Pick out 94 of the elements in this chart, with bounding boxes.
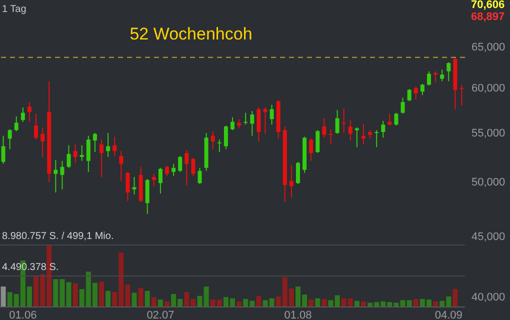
y-tick-label: 55,000 (472, 127, 506, 140)
x-tick-label: 01.08 (284, 310, 312, 320)
bar (328, 300, 334, 307)
y-tick-label: 60,000 (472, 82, 506, 95)
bar (66, 282, 72, 307)
candlestick (20, 106, 25, 122)
candlestick (335, 110, 340, 134)
y-tick-label: 40,000 (472, 292, 506, 304)
candlestick (1, 135, 6, 164)
candlestick (145, 178, 150, 214)
bar (334, 295, 340, 307)
candlestick (446, 62, 451, 82)
candlestick (296, 161, 300, 185)
candlestick (165, 165, 170, 176)
bar (99, 282, 104, 307)
candlestick (420, 83, 424, 96)
candlestick (158, 167, 162, 194)
candlestick (374, 130, 379, 148)
candlestick (256, 106, 261, 142)
candlestick (132, 176, 136, 196)
candlestick (60, 160, 64, 190)
candlestick (224, 125, 228, 150)
y-tick-label: 50,000 (472, 176, 506, 189)
x-tick-label: 04.09 (434, 310, 462, 320)
candlestick (172, 163, 176, 176)
candlestick (394, 112, 398, 126)
candlestick (309, 138, 314, 162)
candlestick (73, 144, 78, 164)
candlestick (152, 173, 156, 187)
candlestick (400, 97, 405, 114)
candlestick (112, 136, 117, 156)
candlestick (80, 144, 84, 162)
candlestick (263, 106, 268, 134)
candlestick (119, 150, 124, 182)
bar (452, 289, 458, 307)
bar (315, 298, 320, 307)
chart-subtitle: 1 Tag (2, 4, 26, 15)
bar (132, 292, 137, 307)
candlestick (191, 157, 196, 176)
bar (151, 297, 156, 307)
ref-line-label: 8.980.757 S. / 499,1 Mio. (2, 231, 114, 242)
x-tick-label: 01.06 (9, 310, 37, 320)
candlestick (426, 70, 431, 86)
candlestick (92, 132, 97, 153)
bar (262, 300, 268, 307)
candlestick (407, 88, 412, 102)
candlestick (217, 139, 222, 153)
candlestick (440, 69, 444, 82)
text: 68,897 (471, 11, 505, 23)
candlestick (66, 144, 71, 168)
bar (106, 290, 111, 307)
bar (322, 298, 327, 307)
candlestick (40, 126, 45, 158)
candlestick (178, 155, 182, 172)
bar (413, 298, 418, 307)
candlestick (348, 120, 352, 142)
candlestick (250, 110, 254, 136)
candlestick (328, 128, 333, 145)
y-tick-label: 65,000 (472, 41, 506, 54)
candlestick (270, 104, 274, 126)
candlestick (8, 128, 12, 150)
bar (138, 288, 144, 307)
candlestick (414, 86, 418, 100)
candlestick (316, 130, 320, 154)
candlestick (106, 132, 110, 158)
candlestick (100, 139, 104, 178)
candlestick (198, 167, 202, 185)
candlestick (210, 130, 215, 150)
candlestick (86, 135, 90, 172)
candlestick (322, 118, 326, 138)
candlestick (244, 112, 248, 126)
candlestick (381, 120, 386, 138)
candlestick (27, 102, 32, 122)
candlestick (460, 84, 464, 106)
candlestick (184, 150, 189, 186)
bar (269, 298, 274, 307)
candlestick (54, 159, 58, 193)
bar (256, 296, 262, 307)
bar (144, 290, 150, 307)
candlestick (14, 116, 18, 132)
candlestick (388, 113, 392, 126)
x-tick-label: 02.07 (146, 310, 174, 320)
bar (0, 286, 6, 307)
candlestick (289, 164, 294, 198)
candlestick (237, 118, 242, 129)
bar (308, 300, 314, 307)
candlestick (34, 113, 38, 140)
bar (158, 300, 163, 307)
text: 70,606 (471, 0, 505, 11)
y-tick-label: 45,000 (472, 230, 506, 243)
candlestick (230, 116, 234, 131)
bar (72, 283, 78, 307)
ref-line-label: 52 Wochenhcoh (130, 24, 252, 44)
candlestick (126, 171, 130, 202)
